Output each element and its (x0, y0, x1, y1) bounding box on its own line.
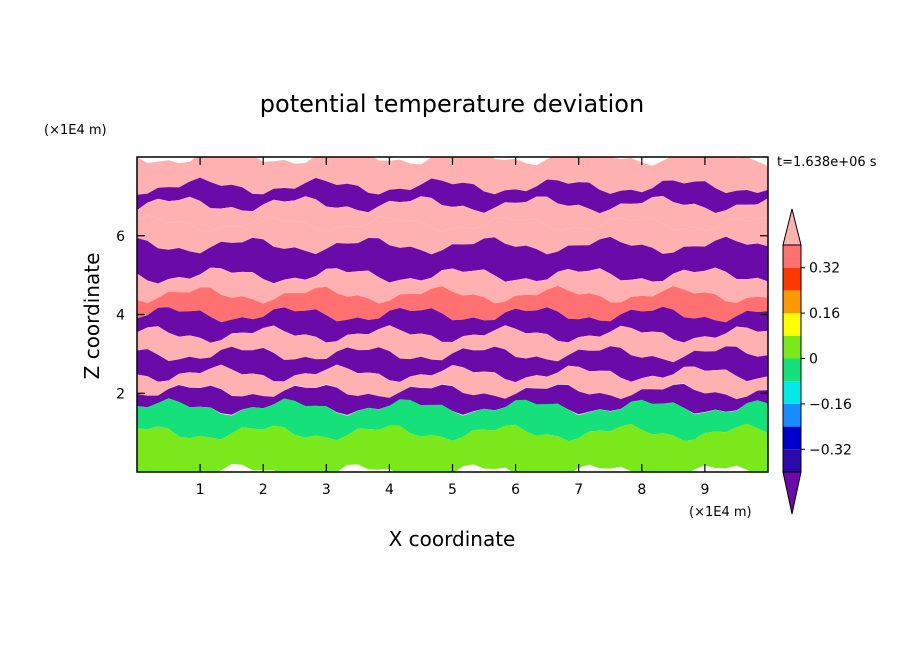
colorbar-bin (783, 313, 801, 336)
colorbar-bin (783, 245, 801, 268)
y-tick-label: 2 (116, 386, 125, 402)
x-tick-label: 8 (637, 482, 646, 498)
colorbar-bin (783, 358, 801, 382)
colorbar: 0.32 0.16 0 −0.16 −0.32 (782, 208, 852, 515)
y-tick-label: 4 (116, 308, 125, 324)
x-tick-label: 6 (511, 482, 520, 498)
contour-band (137, 285, 768, 323)
contour-band (137, 215, 768, 255)
axis-ticks: 1 2 3 4 5 6 7 8 9 2 4 6 (116, 157, 768, 498)
colorbar-tick-label: 0.16 (809, 306, 840, 322)
x-axis-label: X coordinate (389, 527, 516, 551)
x-tick-label: 9 (700, 482, 709, 498)
colorbar-extend-bottom (782, 471, 802, 515)
time-label: t=1.638e+06 s (777, 155, 877, 170)
colorbar-bin (783, 335, 801, 359)
y-axis-label: Z coordinate (80, 253, 104, 380)
contour-band (137, 196, 768, 233)
x-tick-label: 2 (259, 482, 268, 498)
contour-band (137, 364, 768, 400)
contour-field (137, 157, 768, 472)
chart-title: potential temperature deviation (260, 90, 644, 118)
contour-band (137, 398, 768, 442)
contour-band (137, 267, 768, 304)
colorbar-tick-label: −0.16 (809, 397, 852, 413)
x-tick-label: 1 (196, 482, 205, 498)
colorbar-bin (783, 290, 801, 314)
x-tick-label: 5 (448, 482, 457, 498)
contour-band (137, 236, 768, 284)
x-tick-label: 4 (385, 482, 394, 498)
x-tick-label: 7 (574, 482, 583, 498)
x-axis-unit: (×1E4 m) (689, 505, 752, 520)
contour-band (137, 346, 768, 383)
contour-band (137, 306, 768, 343)
contour-band (137, 325, 768, 363)
colorbar-tick-label: 0 (809, 352, 818, 368)
colorbar-extend-top (782, 208, 802, 246)
y-tick-label: 6 (116, 229, 125, 245)
x-tick-label: 3 (322, 482, 331, 498)
colorbar-bin (783, 426, 801, 450)
colorbar-tick-label: −0.32 (809, 442, 852, 458)
colorbar-bin (783, 449, 801, 472)
y-axis-unit: (×1E4 m) (44, 123, 107, 138)
contour-band (137, 177, 768, 214)
contour-band (137, 383, 768, 415)
contour-band (137, 423, 768, 472)
colorbar-bin (783, 403, 801, 427)
colorbar-bin (783, 381, 801, 404)
contour-band (137, 157, 768, 195)
colorbar-bin (783, 267, 801, 291)
colorbar-tick-label: 0.32 (809, 261, 840, 277)
